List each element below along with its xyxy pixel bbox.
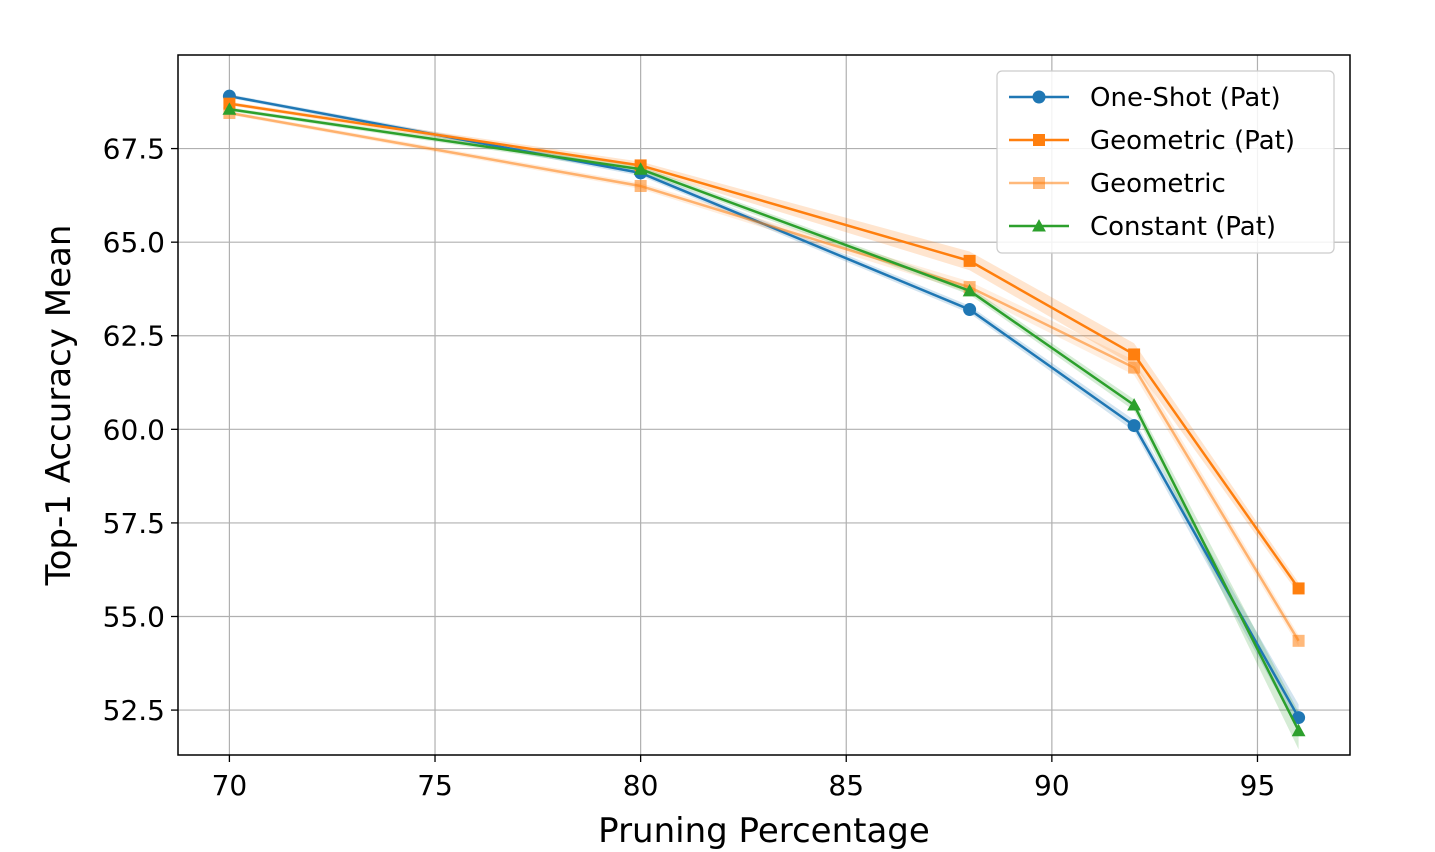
y-tick-label: 52.5 [103, 694, 165, 727]
legend-item-geometric-pat: Geometric (Pat) [1009, 126, 1295, 156]
x-tick-label: 85 [828, 769, 864, 802]
point-constant-pat [222, 102, 237, 115]
point-geometric [1128, 361, 1141, 374]
legend-box [996, 70, 1335, 254]
point-geometric-pat [963, 254, 976, 267]
point-geometric [634, 180, 647, 193]
point-geometric-pat [1128, 348, 1141, 361]
legend: One-Shot (Pat) Geometric (Pat) Geometric Co… [996, 70, 1335, 254]
x-tick-label: 80 [623, 769, 659, 802]
series-constant-pat [222, 102, 1306, 737]
point-constant-pat [962, 283, 977, 297]
legend-label: One-Shot (Pat) [1090, 83, 1281, 113]
point-one-shot-pat [963, 303, 977, 317]
legend-item-geometric: Geometric [1009, 169, 1226, 199]
point-constant-pat [1127, 398, 1142, 411]
legend-marker [1033, 134, 1045, 146]
point-one-shot-pat [1292, 711, 1306, 725]
legend-label: Geometric [1090, 169, 1226, 199]
y-tick-label: 55.0 [103, 600, 165, 633]
y-tick-label: 65.0 [103, 226, 165, 259]
point-constant-pat [1291, 723, 1306, 737]
legend-marker [1032, 219, 1046, 232]
axis-ticks: 70 75 80 85 90 95 52.5 55.0 57.5 60.0 62.5 65.0 67.5 [103, 133, 1276, 802]
legend-marker [1033, 177, 1045, 189]
series-geometric-pat [223, 97, 1305, 595]
series-lines [222, 89, 1306, 737]
legend-item-constant-pat: Constant (Pat) [1009, 212, 1276, 242]
x-tick-label: 75 [417, 769, 453, 802]
y-tick-label: 62.5 [103, 320, 165, 353]
legend-marker [1032, 90, 1046, 104]
legend-item-one-shot-pat: One-Shot (Pat) [1009, 83, 1281, 113]
y-axis-label: Top-1 Accuracy Mean [39, 225, 79, 587]
point-geometric [1292, 634, 1305, 647]
point-constant-pat [633, 162, 648, 175]
band-one-shot-pat [229, 94, 1299, 731]
x-axis-label: Pruning Percentage [598, 811, 930, 851]
point-one-shot-pat [1127, 419, 1141, 433]
legend-label: Constant (Pat) [1090, 212, 1276, 242]
y-tick-label: 60.0 [103, 413, 165, 446]
legend-label: Geometric (Pat) [1090, 126, 1295, 156]
y-tick-label: 67.5 [103, 133, 165, 166]
point-geometric-pat [1292, 582, 1305, 595]
x-tick-label: 70 [212, 769, 248, 802]
plot-area-frame [177, 54, 1351, 756]
y-tick-label: 57.5 [103, 507, 165, 540]
x-tick-label: 90 [1034, 769, 1070, 802]
x-tick-label: 95 [1240, 769, 1276, 802]
